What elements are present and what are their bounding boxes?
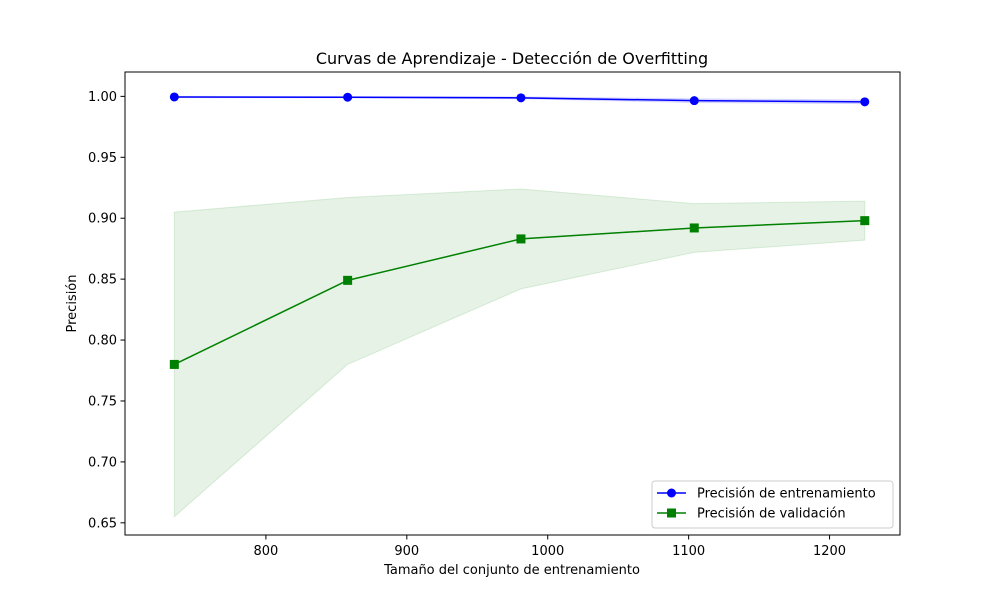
x-tick-label: 1100 xyxy=(672,544,705,559)
chart-title: Curvas de Aprendizaje - Detección de Ove… xyxy=(316,49,708,68)
y-tick-label: 0.65 xyxy=(88,516,117,531)
legend-marker-training xyxy=(667,488,676,498)
y-tick-label: 1.00 xyxy=(88,90,117,105)
point-training-0 xyxy=(169,92,179,102)
point-training-2 xyxy=(516,93,526,103)
y-tick-label: 0.90 xyxy=(88,212,117,227)
point-validation-1 xyxy=(343,275,353,285)
legend-label-training: Precisión de entrenamiento xyxy=(697,487,876,502)
x-tick-label: 800 xyxy=(253,544,278,559)
y-axis-ticks: 0.65 0.70 0.75 0.80 0.85 0.90 0.95 1.00 xyxy=(88,90,125,531)
point-training-4 xyxy=(860,97,870,107)
y-tick-label: 0.70 xyxy=(88,455,117,470)
band-validation xyxy=(173,188,866,518)
y-tick-label: 0.95 xyxy=(88,151,117,166)
y-tick-label: 0.85 xyxy=(88,273,117,288)
legend-label-validation: Precisión de validación xyxy=(697,507,846,522)
point-validation-4 xyxy=(860,216,870,226)
legend-box xyxy=(651,480,894,529)
plot-frame xyxy=(124,71,901,536)
series-markers xyxy=(169,92,870,369)
point-validation-0 xyxy=(169,359,179,369)
x-tick-label: 1200 xyxy=(813,544,846,559)
legend-marker-validation xyxy=(667,508,676,518)
y-tick-label: 0.75 xyxy=(88,394,117,409)
y-tick-label: 0.80 xyxy=(88,334,117,349)
y-axis-label: Precisión xyxy=(65,274,80,332)
point-training-1 xyxy=(343,92,353,102)
x-axis-label: Tamaño del conjunto de entrenamiento xyxy=(383,563,640,578)
x-tick-label: 900 xyxy=(394,544,419,559)
x-axis-ticks: 800 900 1000 1100 1200 xyxy=(253,535,846,559)
point-validation-2 xyxy=(516,234,526,244)
point-training-3 xyxy=(689,96,699,106)
legend: Precisión de entrenamiento Precisión de … xyxy=(651,480,894,529)
point-validation-3 xyxy=(689,223,699,233)
x-tick-label: 1000 xyxy=(531,544,564,559)
